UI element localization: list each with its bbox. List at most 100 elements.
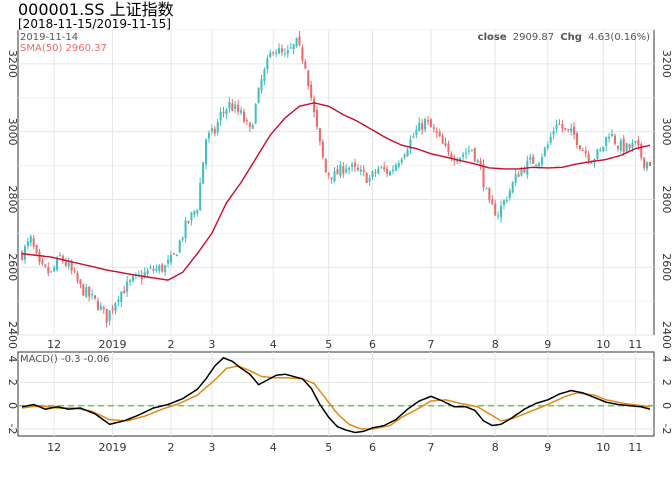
candle-body	[581, 149, 584, 151]
candle-body	[304, 61, 307, 69]
price-y-tick-label: 2600	[660, 253, 672, 281]
candle-body	[535, 164, 538, 166]
price-y-tick-label: 2400	[6, 321, 19, 349]
candle-body	[613, 135, 616, 144]
candle-body	[473, 148, 476, 162]
price-y-ticks-right: 2400 2600 2800 3000 3200	[660, 50, 672, 349]
candle-body	[424, 118, 427, 130]
price-y-tick-label: 3000	[6, 118, 19, 146]
candle-body	[111, 308, 114, 310]
candle-body	[167, 259, 170, 264]
price-y-tick-label: 2600	[6, 253, 19, 281]
candle-body	[611, 133, 614, 137]
macd-y-ticks-right: -2 0 2 4	[660, 356, 672, 435]
candle-body	[587, 153, 590, 161]
candle-body	[453, 158, 456, 161]
candle-body	[126, 281, 129, 292]
candle-body	[555, 124, 558, 129]
candle-body	[91, 294, 94, 296]
candle-body	[251, 125, 254, 129]
candle-body	[310, 84, 313, 99]
x-tick-label: 8	[492, 441, 499, 454]
candle-body	[365, 173, 368, 183]
candle-body	[105, 308, 108, 323]
candle-body	[26, 241, 29, 247]
candle-body	[272, 52, 275, 54]
macd-panel: -2 0 2 4 -2 0 2 4 MACD() -0.3 -0.06	[6, 351, 672, 437]
price-y-tick-label: 2800	[660, 185, 672, 213]
candle-body	[266, 58, 269, 70]
close-value: 2909.87	[513, 32, 554, 43]
candle-body	[199, 182, 202, 211]
candle-body	[20, 251, 24, 260]
candle-body	[82, 284, 85, 296]
candle-body	[374, 171, 377, 173]
candle-body	[488, 188, 491, 201]
x-tick-label: 4	[270, 441, 277, 454]
candle-body	[616, 146, 619, 149]
candle-body	[222, 111, 225, 113]
candle-body	[336, 169, 339, 175]
candle-body	[403, 154, 406, 158]
candle-body	[608, 136, 611, 139]
candle-body	[307, 70, 310, 87]
candle-body	[96, 300, 99, 310]
candle-body	[280, 48, 283, 53]
candle-body	[646, 162, 649, 169]
candle-body	[511, 182, 514, 193]
candle-body	[129, 280, 132, 282]
chg-value: 4.63(0.16%)	[588, 32, 650, 43]
candle-body	[315, 110, 319, 127]
candle-body	[196, 210, 199, 214]
candle-body	[648, 162, 652, 167]
candle-body	[351, 164, 354, 167]
macd-y-tick-label: 0	[6, 402, 19, 409]
sma-legend-label: SMA(50) 2960.37	[20, 43, 107, 54]
candle-body	[225, 109, 228, 115]
candle-body	[643, 157, 646, 169]
x-tick-label: 10	[596, 338, 610, 351]
candle-body	[193, 211, 196, 215]
price-panel-frame	[17, 29, 655, 336]
candle-body	[348, 167, 351, 170]
candle-body	[234, 104, 237, 110]
candle-body	[517, 174, 520, 177]
candle-body	[327, 173, 330, 176]
candle-body	[602, 146, 605, 151]
x-tick-label: 11	[628, 441, 642, 454]
macd-y-tick-label: -2	[6, 424, 19, 435]
candle-body	[415, 130, 418, 136]
candle-body	[202, 162, 205, 184]
candle-body	[70, 262, 73, 271]
candle-body	[330, 177, 333, 180]
candle-body	[625, 143, 628, 152]
chg-label: Chg	[560, 32, 582, 43]
candle-body	[295, 38, 298, 47]
candle-body	[333, 171, 336, 182]
candle-body	[380, 167, 383, 169]
candle-body	[546, 144, 549, 148]
candle-body	[231, 103, 234, 111]
candle-body	[207, 132, 210, 139]
price-y-ticks-left: 2400 2600 2800 3000 3200	[6, 50, 19, 349]
candle-body	[164, 265, 167, 272]
candle-body	[514, 174, 517, 184]
candle-body	[368, 178, 371, 182]
candle-body	[628, 144, 631, 149]
candle-body	[178, 240, 181, 253]
candle-body	[190, 212, 193, 221]
candle-body	[175, 254, 178, 257]
candle-body	[543, 147, 546, 156]
candle-body	[339, 164, 342, 176]
candle-body	[278, 48, 281, 54]
candle-body	[459, 157, 462, 162]
candle-body	[371, 171, 374, 177]
candle-body	[155, 268, 158, 271]
x-tick-label: 6	[369, 338, 376, 351]
candle-body	[205, 139, 208, 165]
close-label: close	[478, 32, 507, 43]
candle-body	[114, 303, 117, 312]
candle-body	[289, 47, 292, 49]
candle-body	[67, 262, 70, 267]
candle-body	[619, 140, 622, 151]
